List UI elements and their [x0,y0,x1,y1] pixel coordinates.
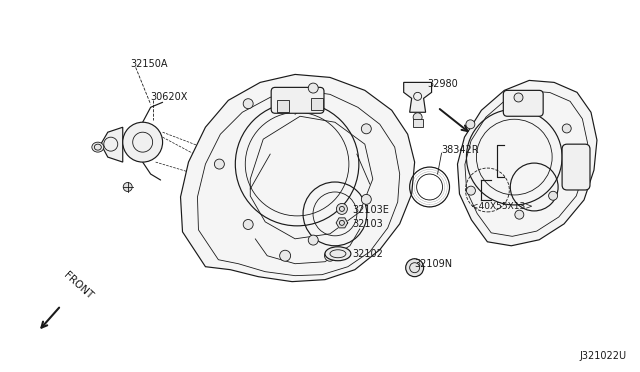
Circle shape [563,124,572,133]
Circle shape [467,186,476,195]
Bar [311,98,323,110]
Ellipse shape [92,142,104,152]
Circle shape [466,120,475,129]
Text: FRONT: FRONT [62,270,95,302]
Text: J321022U: J321022U [580,351,627,361]
Text: 32103: 32103 [352,219,383,229]
Circle shape [280,250,291,261]
Text: 32980: 32980 [428,79,458,89]
Text: 32109N: 32109N [415,259,452,269]
Circle shape [514,93,523,102]
FancyBboxPatch shape [271,87,324,113]
Bar [413,119,422,127]
Circle shape [123,122,163,162]
Text: 32150A: 32150A [131,60,168,70]
Circle shape [413,113,422,122]
Circle shape [362,124,371,134]
Circle shape [515,210,524,219]
Polygon shape [404,82,431,112]
Circle shape [362,195,371,204]
Circle shape [337,203,348,214]
Text: 32102: 32102 [352,249,383,259]
Text: <40X55X13>: <40X55X13> [472,202,533,211]
FancyBboxPatch shape [562,144,590,190]
Circle shape [308,235,318,245]
Circle shape [124,183,132,192]
Circle shape [243,99,253,109]
Circle shape [214,159,225,169]
Circle shape [548,191,557,200]
Polygon shape [458,80,597,246]
Text: 32103E: 32103E [352,205,388,215]
Polygon shape [336,218,348,228]
Polygon shape [180,74,415,282]
Ellipse shape [325,247,351,261]
Circle shape [243,219,253,230]
Text: 38342R: 38342R [442,145,479,155]
Circle shape [406,259,424,277]
Circle shape [308,83,318,93]
Text: 30620X: 30620X [150,92,188,102]
Bar [277,100,289,112]
FancyBboxPatch shape [503,90,543,116]
Polygon shape [101,127,123,162]
Circle shape [324,250,335,261]
